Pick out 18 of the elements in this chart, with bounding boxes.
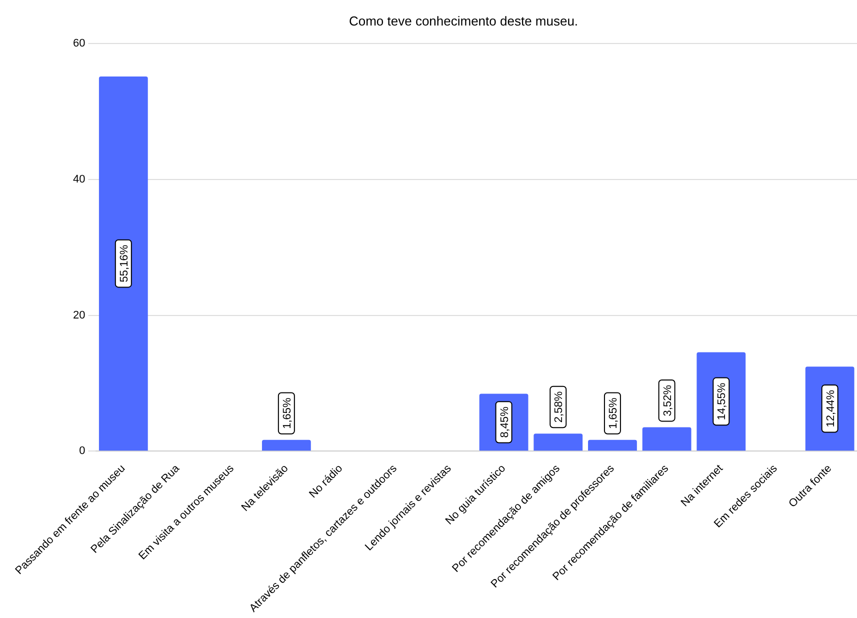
bar — [98, 76, 148, 451]
y-tick-label: 40 — [72, 173, 86, 186]
bar — [262, 440, 311, 451]
bar — [588, 440, 637, 451]
data-label: 1,65% — [281, 398, 294, 429]
bar — [534, 434, 583, 451]
data-label: 1,65% — [608, 398, 620, 429]
data-label: 12,44% — [824, 390, 837, 428]
y-tick-label: 20 — [72, 309, 86, 322]
chart-title: Como teve conhecimento deste museu. — [348, 13, 578, 28]
y-tick-label: 0 — [79, 445, 86, 458]
data-label: 55,16% — [118, 244, 130, 282]
bar — [642, 427, 692, 451]
data-label: 8,45% — [498, 406, 511, 438]
data-label: 3,52% — [662, 384, 674, 416]
data-label: 2,58% — [553, 391, 566, 423]
data-label: 14,55% — [716, 382, 728, 420]
y-tick-label: 60 — [72, 38, 86, 50]
